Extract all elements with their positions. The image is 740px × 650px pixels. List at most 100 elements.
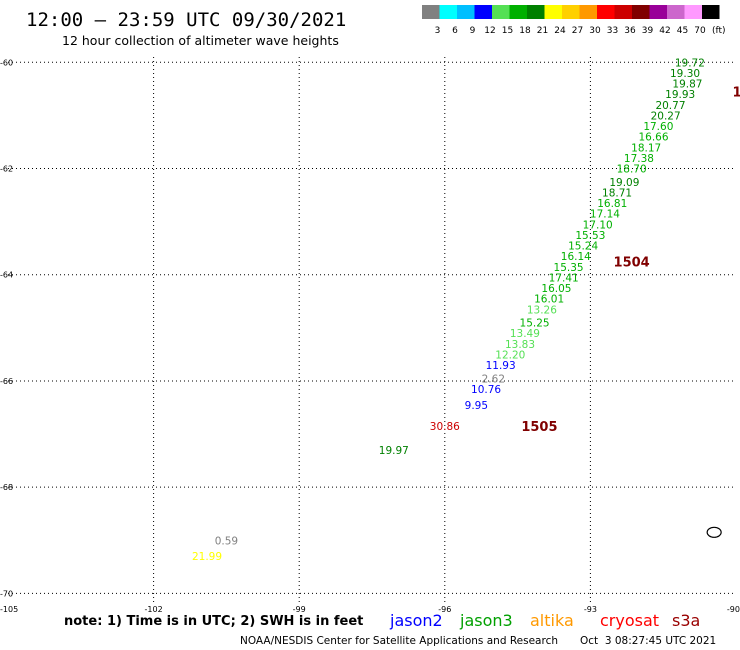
legend-swatch: [562, 5, 580, 19]
legend-label: 45: [677, 26, 688, 36]
wave-height-label: 19.87: [672, 79, 702, 91]
data-points: 19.7219.3019.8719.9320.7720.2717.6016.66…: [192, 57, 705, 563]
wave-height-label: 20.27: [651, 110, 681, 122]
wave-height-label: 16.01: [534, 294, 564, 306]
wave-height-label: 15.25: [520, 318, 550, 330]
legend-label: 39: [642, 26, 654, 36]
legend-label: 24: [554, 26, 566, 36]
wave-height-label: 15.53: [575, 230, 605, 242]
legend-label: 30: [589, 26, 601, 36]
satellite-legend: jason2 jason3 altika cryosat s3a: [389, 611, 700, 630]
chart-title: 12:00 – 23:59 UTC 09/30/2021: [26, 9, 346, 31]
axis-ticks: -60 -62 -64 -66 -68 -70 -105 -102 -99 -96 -93 -90: [0, 58, 740, 614]
legend-label: 33: [607, 26, 618, 36]
legend-swatch: [649, 5, 667, 19]
legend-swatch: [474, 5, 492, 19]
wave-height-label: 12.20: [495, 349, 525, 361]
y-tick-label: -64: [0, 271, 13, 280]
wave-height-label: 19.09: [609, 177, 639, 189]
legend-label: 27: [572, 26, 583, 36]
y-tick-label: -68: [0, 483, 13, 492]
wave-height-label: 16.05: [541, 283, 571, 295]
satellite-label: cryosat: [600, 611, 659, 630]
satellite-label: jason2: [389, 611, 443, 630]
legend-swatch: [614, 5, 632, 19]
wave-height-label: 15.35: [554, 262, 584, 274]
legend-label: 15: [502, 26, 513, 36]
legend-label: 21: [537, 26, 548, 36]
wave-height-label: 13.83: [505, 339, 535, 351]
storm-label: 1504: [614, 255, 650, 270]
y-tick-label: -66: [0, 377, 13, 386]
satellite-label: altika: [530, 611, 574, 630]
plot-area: -60 -62 -64 -66 -68 -70 -105 -102 -99 -96 -93 -90 1…: [0, 57, 740, 614]
color-legend: 3 6 9 12 15 18 21 24 27 30 33 36 39 42 45 70: [422, 5, 720, 36]
legend-swatch: [544, 5, 562, 19]
legend-swatch: [667, 5, 685, 19]
legend-label: 36: [624, 26, 636, 36]
x-tick-label: -93: [584, 605, 597, 614]
storm-labels: 15051504150315: [521, 86, 740, 436]
wave-height-label: 17.38: [624, 153, 654, 165]
footer-timestamp: Oct 3 08:27:45 UTC 2021: [580, 635, 716, 647]
x-tick-label: -99: [293, 605, 306, 614]
chart-subtitle: 12 hour collection of altimeter wave hei…: [62, 33, 339, 48]
footer-credit: NOAA/NESDIS Center for Satellite Applica…: [240, 635, 558, 647]
wave-height-label: 13.49: [510, 328, 540, 340]
y-tick-label: -62: [0, 165, 13, 174]
wave-height-label: 15.24: [568, 241, 598, 253]
wave-height-label: 17.60: [643, 121, 673, 133]
legend-swatch: [632, 5, 650, 19]
storm-label: 1505: [521, 420, 557, 435]
island-outline: [706, 526, 722, 538]
satellite-label: s3a: [672, 611, 700, 630]
grid-lines: [8, 57, 736, 604]
legend-label: 12: [484, 26, 495, 36]
wave-height-label: 19.30: [670, 68, 700, 80]
legend-label: 3: [435, 26, 441, 36]
wave-height-label: 17.14: [590, 209, 620, 221]
y-tick-label: -70: [0, 589, 13, 598]
wave-height-label: 19.72: [675, 57, 705, 69]
wave-height-label: 17.10: [583, 219, 613, 231]
legend-swatch: [702, 5, 720, 19]
wave-height-label: 16.66: [638, 132, 668, 144]
storm-label: 1503: [732, 86, 740, 101]
wave-height-label: 19.93: [665, 89, 695, 101]
wave-height-label: 20.77: [655, 100, 685, 112]
wave-height-label: 2.62: [482, 373, 505, 385]
wave-height-label: 18.17: [631, 142, 661, 154]
legend-swatch: [684, 5, 702, 19]
legend-label: 42: [659, 26, 670, 36]
wave-height-label: 11.93: [486, 360, 516, 372]
wave-height-label: 21.99: [192, 551, 222, 563]
legend-swatch: [509, 5, 527, 19]
wave-height-label: 10.76: [471, 384, 501, 396]
wave-height-label: 18.70: [617, 164, 647, 176]
legend-swatch: [457, 5, 475, 19]
wave-height-label: 19.97: [379, 445, 409, 457]
x-tick-label: -90: [727, 605, 740, 614]
legend-swatch: [527, 5, 545, 19]
legend-unit: (ft): [712, 26, 726, 36]
footer-note: note: 1) Time is in UTC; 2) SWH is in fe…: [64, 614, 363, 629]
legend-label: 18: [519, 26, 531, 36]
x-tick-label: -105: [0, 605, 18, 614]
wave-height-label: 30.86: [430, 421, 460, 433]
legend-swatch: [492, 5, 510, 19]
legend-label: 9: [470, 26, 476, 36]
wave-height-label: 18.71: [602, 187, 632, 199]
wave-height-label: 16.81: [597, 198, 627, 210]
legend-label: 6: [452, 26, 458, 36]
x-tick-label: -96: [438, 605, 451, 614]
satellite-label: jason3: [459, 611, 513, 630]
legend-label: 70: [694, 26, 706, 36]
legend-swatch: [579, 5, 597, 19]
legend-swatch: [422, 5, 440, 19]
legend-swatch: [439, 5, 457, 19]
wave-height-label: 13.26: [527, 304, 557, 316]
y-tick-label: -60: [0, 58, 13, 67]
legend-swatch: [597, 5, 615, 19]
